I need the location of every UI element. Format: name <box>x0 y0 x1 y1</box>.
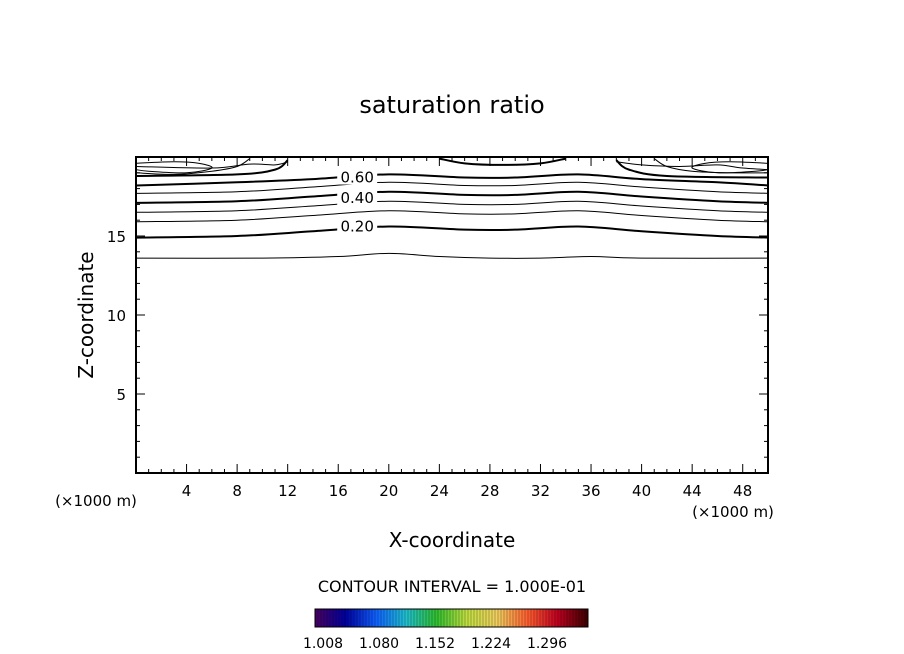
contour-line-10 <box>136 159 289 177</box>
colorbar-stripes <box>317 609 586 627</box>
chart-title: saturation ratio <box>359 91 544 119</box>
y-tick-label: 10 <box>107 307 126 325</box>
x-tick-label: 4 <box>182 482 192 500</box>
x-tick-label: 36 <box>581 482 600 500</box>
contour-line-7 <box>136 161 288 169</box>
axis-ticks <box>136 157 768 473</box>
x-tick-label: 24 <box>430 482 449 500</box>
contour-line-9 <box>616 161 768 171</box>
contour-label-bg <box>337 168 378 185</box>
x-tick-label: 20 <box>379 482 398 500</box>
plot-frame <box>135 156 769 474</box>
contour-lines <box>136 157 768 259</box>
contour-line-15 <box>691 161 768 174</box>
contour-line-8 <box>439 157 566 166</box>
contour-label-bg <box>337 217 378 234</box>
x-tick-label: 40 <box>632 482 651 500</box>
x-tick-label: 12 <box>278 482 297 500</box>
contour-label-bg <box>337 189 378 206</box>
x-tick-label: 28 <box>480 482 499 500</box>
y-axis-label: Z-coordinate <box>74 251 98 378</box>
y-tick-label: 5 <box>116 386 126 404</box>
contour-line-3 <box>136 200 768 213</box>
x-unit-right: (×1000 m) <box>692 503 774 521</box>
contour-line-5 <box>136 181 768 194</box>
colorbar-tick-label: 1.296 <box>527 636 567 652</box>
contour-line-2 <box>136 210 768 223</box>
y-tick-labels: 5 10 15 <box>107 228 126 404</box>
contour-interval-label: CONTOUR INTERVAL = 1.000E-01 <box>318 577 586 596</box>
y-tick-label: 15 <box>107 228 126 246</box>
colorbar-tick-label: 1.224 <box>471 636 511 652</box>
colorbar-gradient <box>314 608 589 628</box>
x-tick-labels: 4 8 12 16 20 24 28 32 36 40 44 48 <box>182 482 752 500</box>
contour-line-13 <box>653 158 768 174</box>
x-axis-label: X-coordinate <box>389 528 516 552</box>
x-unit-left: (×1000 m) <box>55 492 137 510</box>
contour-label: 0.60 <box>340 169 373 187</box>
colorbar-tick-labels: 1.008 1.080 1.152 1.224 1.296 <box>303 636 567 652</box>
contour-line-0 <box>136 252 768 259</box>
contour-line-11 <box>615 159 768 179</box>
contour-line-14 <box>136 161 213 174</box>
contour-line-4 <box>136 190 768 204</box>
x-tick-label: 32 <box>531 482 550 500</box>
contour-line-12 <box>136 158 251 175</box>
x-tick-label: 16 <box>329 482 348 500</box>
x-tick-label: 44 <box>683 482 702 500</box>
contour-line-1 <box>136 225 768 239</box>
contour-line-6 <box>136 173 768 187</box>
x-tick-label: 48 <box>733 482 752 500</box>
contour-label: 0.40 <box>340 189 373 207</box>
colorbar-tick-label: 1.008 <box>303 636 343 652</box>
contour-label: 0.20 <box>340 218 373 236</box>
colorbar: 1.008 1.080 1.152 1.224 1.296 <box>303 608 589 652</box>
colorbar-tick-label: 1.152 <box>415 636 455 652</box>
contour-labels: 0.60 0.40 0.20 <box>337 168 378 236</box>
x-tick-label: 8 <box>232 482 242 500</box>
colorbar-tick-label: 1.080 <box>359 636 399 652</box>
